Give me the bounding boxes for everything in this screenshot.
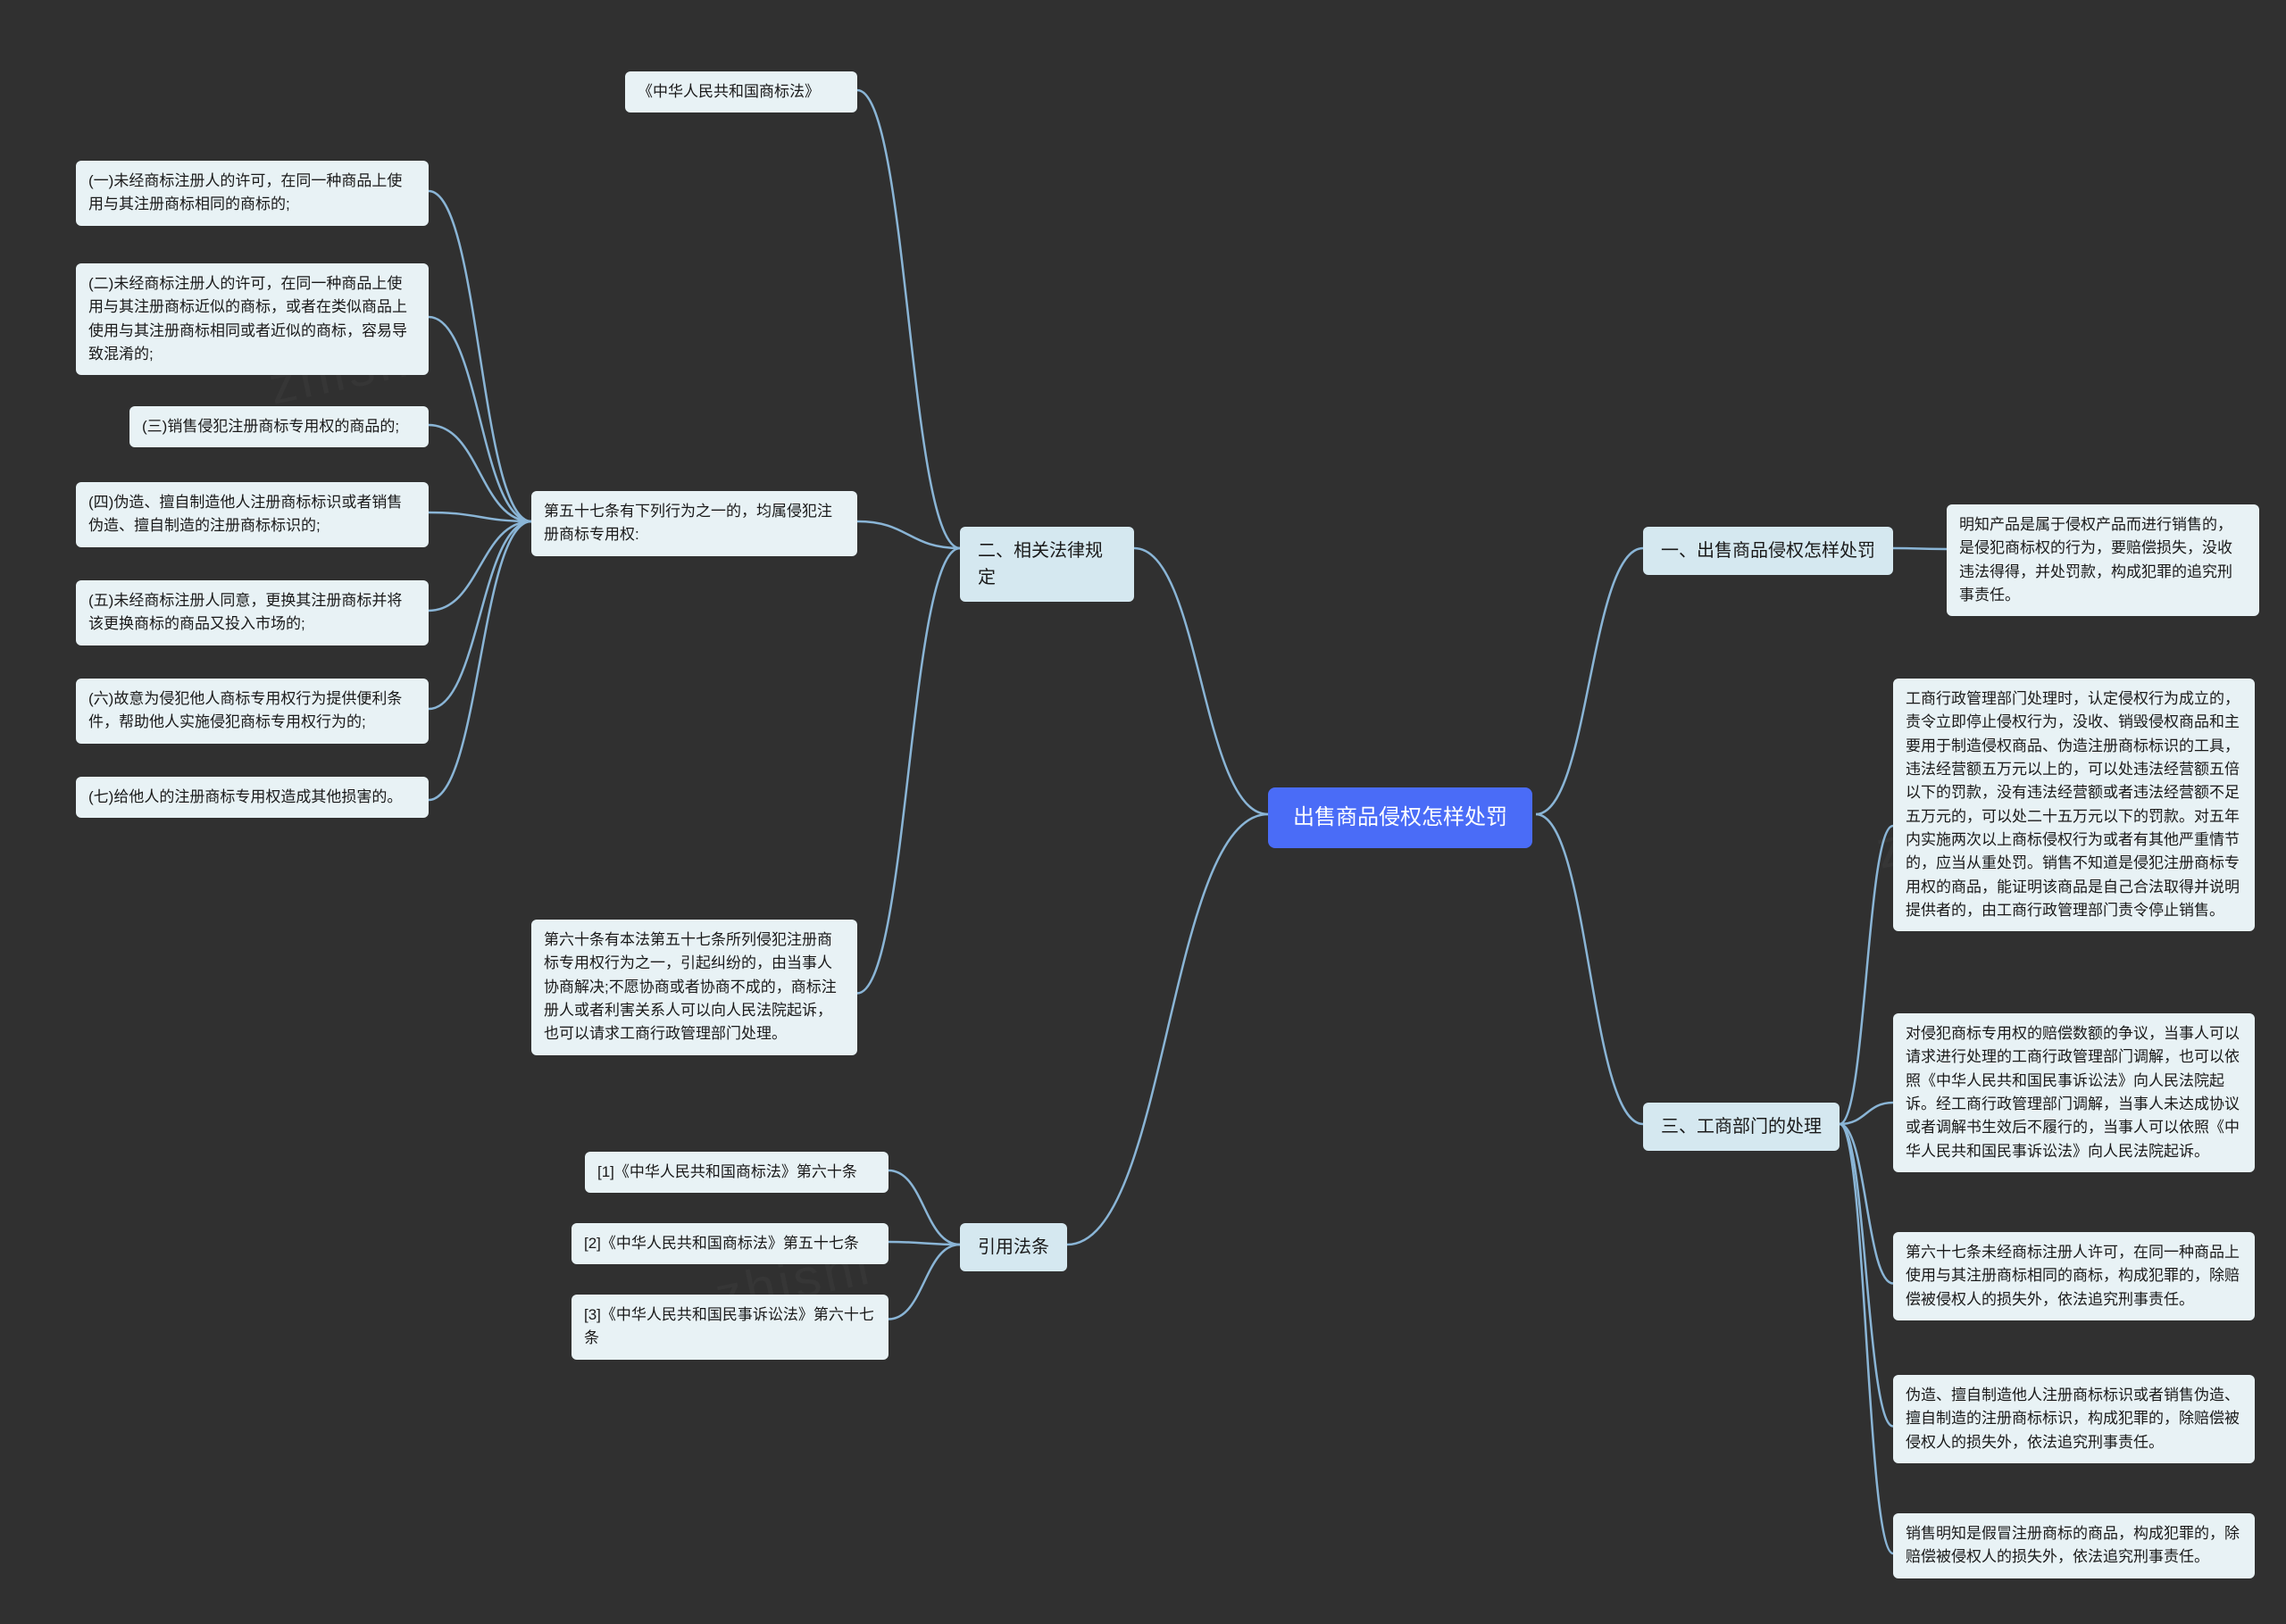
leaf-node[interactable]: [1]《中华人民共和国商标法》第六十条 [585,1152,889,1193]
leaf-node[interactable]: 对侵犯商标专用权的赔偿数额的争议，当事人可以请求进行处理的工商行政管理部门调解，… [1893,1013,2255,1172]
leaf-node[interactable]: 第五十七条有下列行为之一的，均属侵犯注册商标专用权: [531,491,857,556]
root-node[interactable]: 出售商品侵权怎样处罚 [1268,787,1532,848]
leaf-node[interactable]: 伪造、擅自制造他人注册商标标识或者销售伪造、擅自制造的注册商标标识，构成犯罪的，… [1893,1375,2255,1463]
leaf-node[interactable]: (四)伪造、擅自制造他人注册商标标识或者销售伪造、擅自制造的注册商标标识的; [76,482,429,547]
leaf-node[interactable]: [3]《中华人民共和国民事诉讼法》第六十七条 [572,1295,889,1360]
branch-node[interactable]: 一、出售商品侵权怎样处罚 [1643,527,1893,575]
leaf-node[interactable]: 明知产品是属于侵权产品而进行销售的，是侵犯商标权的行为，要赔偿损失，没收违法得得… [1947,504,2259,616]
leaf-node[interactable]: [2]《中华人民共和国商标法》第五十七条 [572,1223,889,1264]
branch-node[interactable]: 三、工商部门的处理 [1643,1103,1840,1151]
leaf-node[interactable]: (三)销售侵犯注册商标专用权的商品的; [129,406,429,447]
leaf-node[interactable]: 第六十七条未经商标注册人许可，在同一种商品上使用与其注册商标相同的商标，构成犯罪… [1893,1232,2255,1320]
leaf-node[interactable]: 《中华人民共和国商标法》 [625,71,857,112]
leaf-node[interactable]: 第六十条有本法第五十七条所列侵犯注册商标专用权行为之一，引起纠纷的，由当事人协商… [531,920,857,1055]
leaf-node[interactable]: (六)故意为侵犯他人商标专用权行为提供便利条件，帮助他人实施侵犯商标专用权行为的… [76,679,429,744]
leaf-node[interactable]: (五)未经商标注册人同意，更换其注册商标并将该更换商标的商品又投入市场的; [76,580,429,645]
leaf-node[interactable]: (七)给他人的注册商标专用权造成其他损害的。 [76,777,429,818]
leaf-node[interactable]: 销售明知是假冒注册商标的商品，构成犯罪的，除赔偿被侵权人的损失外，依法追究刑事责… [1893,1513,2255,1578]
leaf-node[interactable]: 工商行政管理部门处理时，认定侵权行为成立的，责令立即停止侵权行为，没收、销毁侵权… [1893,679,2255,931]
leaf-node[interactable]: (一)未经商标注册人的许可，在同一种商品上使用与其注册商标相同的商标的; [76,161,429,226]
leaf-node[interactable]: (二)未经商标注册人的许可，在同一种商品上使用与其注册商标近似的商标，或者在类似… [76,263,429,375]
branch-node[interactable]: 二、相关法律规定 [960,527,1134,602]
branch-node[interactable]: 引用法条 [960,1223,1067,1271]
